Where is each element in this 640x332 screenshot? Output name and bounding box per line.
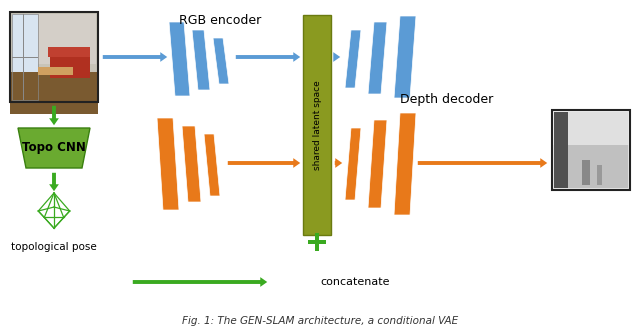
Polygon shape <box>169 22 190 96</box>
Bar <box>315 233 319 251</box>
Polygon shape <box>213 38 229 84</box>
Bar <box>48 47 90 57</box>
Polygon shape <box>394 113 416 215</box>
Bar <box>597 165 602 185</box>
Bar <box>12 57 38 58</box>
Bar <box>552 110 630 190</box>
Bar <box>568 112 628 145</box>
Bar <box>554 112 568 188</box>
Bar <box>12 14 38 100</box>
Polygon shape <box>345 128 361 200</box>
Bar <box>568 145 628 188</box>
Polygon shape <box>368 120 387 208</box>
Polygon shape <box>182 126 201 202</box>
Bar <box>12 14 38 100</box>
Polygon shape <box>394 16 416 98</box>
Bar <box>552 110 630 145</box>
Bar <box>10 72 98 114</box>
Polygon shape <box>204 134 220 196</box>
Text: Depth decoder: Depth decoder <box>400 93 493 106</box>
Text: RGB encoder: RGB encoder <box>179 14 261 27</box>
Polygon shape <box>345 30 361 88</box>
Bar <box>38 14 96 64</box>
Polygon shape <box>18 128 90 168</box>
Polygon shape <box>157 118 179 210</box>
Bar <box>582 160 590 185</box>
Polygon shape <box>368 22 387 94</box>
Polygon shape <box>192 30 210 90</box>
Text: topological pose: topological pose <box>11 242 97 252</box>
Bar <box>303 15 331 235</box>
Text: Fig. 1: The GEN-SLAM architecture, a conditional VAE: Fig. 1: The GEN-SLAM architecture, a con… <box>182 316 458 326</box>
Bar <box>38 67 73 75</box>
Bar <box>23 14 24 100</box>
Bar <box>10 12 98 102</box>
Bar <box>50 50 90 78</box>
Text: shared latent space: shared latent space <box>312 80 321 170</box>
Text: concatenate: concatenate <box>320 277 390 287</box>
Text: Topo CNN: Topo CNN <box>22 141 86 154</box>
Bar <box>308 240 326 244</box>
Bar <box>10 12 98 102</box>
Bar <box>552 110 630 190</box>
